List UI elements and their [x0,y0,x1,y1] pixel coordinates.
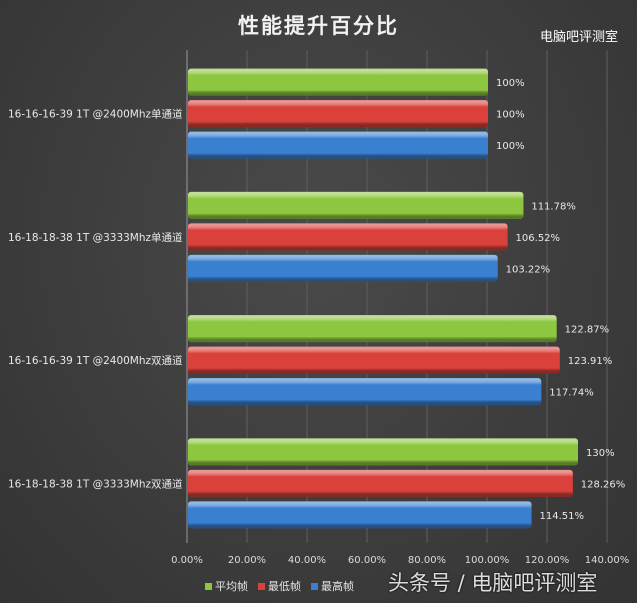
legend-item: 最低帧 [258,578,301,594]
data-label: 106.52% [516,233,561,244]
bar-highlight [188,191,524,219]
watermark-small-text: 电脑吧评测室 [540,30,619,45]
legend-label: 最低帧 [268,580,301,593]
legend-swatch [205,582,212,590]
bar-highlight [188,131,488,159]
bar-highlight [188,438,578,466]
legend-swatch [311,582,318,590]
x-tick-label: 60.00% [348,555,386,566]
bar-highlight [188,100,488,128]
x-tick-label: 80.00% [408,555,446,566]
bar-highlight [188,378,542,406]
data-label: 122.87% [565,325,610,336]
data-label: 123.91% [568,356,613,367]
legend: 平均帧 最低帧 最高帧 [205,578,354,594]
legend-item: 最高帧 [311,578,354,594]
x-tick-label: 40.00% [288,555,326,566]
legend-label: 最高帧 [321,580,354,593]
data-label: 100% [496,141,525,152]
x-tick-label: 20.00% [228,555,266,566]
watermark-text: 头条号 / 电脑吧评测室 [388,571,598,595]
chart-title: 性能提升百分比 [238,14,399,38]
x-tick-label: 0.00% [171,555,203,566]
data-label: 100% [496,110,525,121]
x-tick-label: 100.00% [465,555,510,566]
bar-highlight [188,223,508,251]
data-label: 111.78% [531,201,576,212]
bar-highlight [188,68,488,96]
bar-highlight [188,346,560,374]
data-label: 128.26% [581,479,626,490]
x-tick-label: 120.00% [525,555,570,566]
bar-highlight [188,254,498,282]
data-label: 103.22% [506,264,551,275]
legend-swatch [258,582,265,590]
bar-highlight [188,469,573,497]
data-label: 100% [496,78,525,89]
x-tick-label: 140.00% [585,555,630,566]
bar-highlight [188,315,557,343]
category-label: 16-16-16-39 1T @2400Mhz单通道 [8,108,183,121]
bar-highlight [188,501,532,529]
category-label: 16-18-18-38 1T @3333Mhz单通道 [8,231,183,244]
category-label: 16-16-16-39 1T @2400Mhz双通道 [8,354,183,367]
data-label: 117.74% [549,388,594,399]
category-label: 16-18-18-38 1T @3333Mhz双通道 [8,477,183,490]
data-label: 130% [586,448,615,459]
data-label: 114.51% [540,511,585,522]
legend-item: 平均帧 [205,578,248,594]
legend-label: 平均帧 [215,580,248,593]
